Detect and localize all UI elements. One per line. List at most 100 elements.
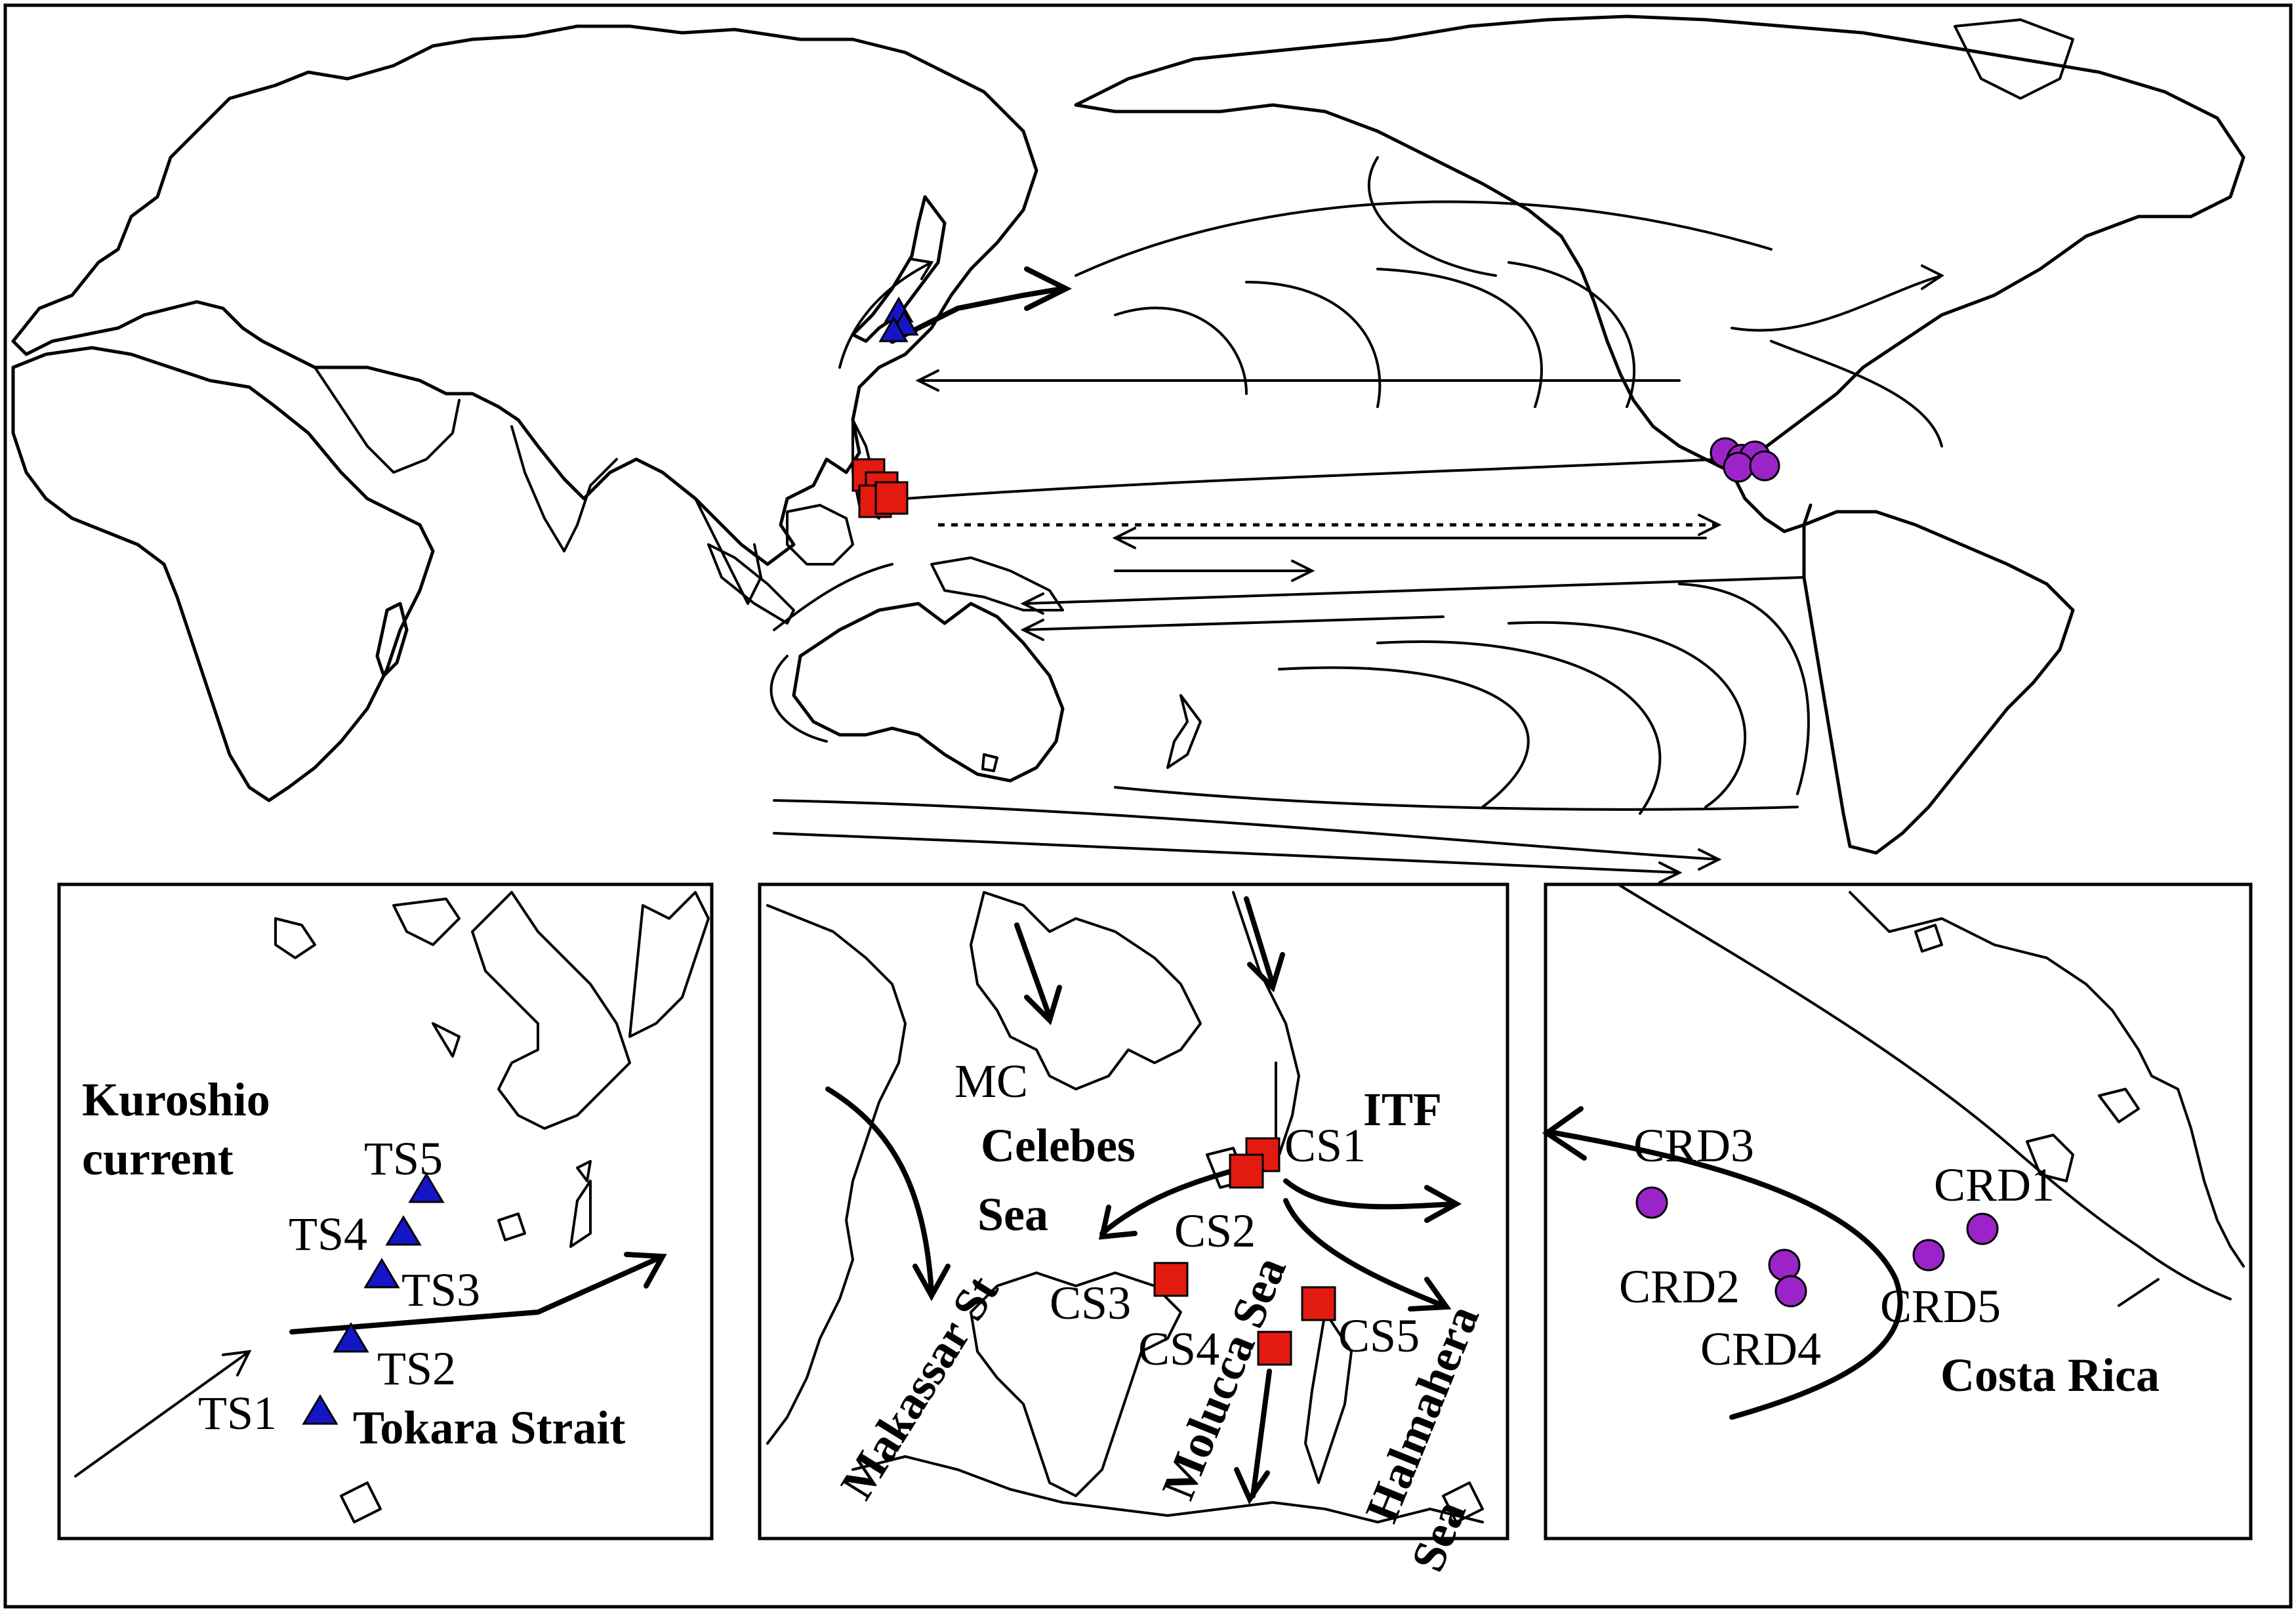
- inset-costa-rica-coast-pacific: [1619, 884, 2232, 1300]
- station-label-ts3: TS3: [401, 1264, 480, 1316]
- current-east-asia-north: [838, 261, 933, 369]
- station-label-ts2: TS2: [377, 1342, 456, 1395]
- current-south-pacific-gyre-2: [1376, 640, 1662, 815]
- inset-kuroshio-coast-3: [392, 898, 461, 946]
- inset-celebes-arrow-makassar: [825, 1086, 934, 1295]
- inset-celebes-label-celebes-line2: Sea: [977, 1188, 1048, 1241]
- landmass-japan: [851, 195, 947, 343]
- inset-celebes-coast-philippines-east: [1232, 891, 1300, 1169]
- current-equatorial-counter-arrowhead: [1698, 514, 1722, 536]
- current-atlantic-loop: [1770, 340, 1943, 447]
- station-marker-ts3: [363, 1258, 400, 1289]
- world-map-station-markers: [851, 296, 1780, 518]
- landmass-south-america: [1802, 510, 2075, 855]
- station-marker-cs2: [1229, 1153, 1264, 1189]
- inset-kuroshio-strait-label: Tokara Strait: [353, 1401, 625, 1454]
- landmass-australia: [792, 602, 1065, 783]
- inset-celebes-label-itf: ITF: [1363, 1083, 1442, 1136]
- inset-celebes-coast-sulawesi: [970, 1271, 1182, 1497]
- inset-celebes-arrow-itf-east-head: [1424, 1185, 1462, 1223]
- current-east-asia-north-arrowhead: [911, 258, 934, 280]
- landmass-greenland: [1954, 18, 2074, 100]
- inset-costa-rica-dome-arrowhead: [1542, 1106, 1587, 1161]
- inset-celebes-arrow-celebes-sea-head: [1098, 1205, 1138, 1240]
- inset-kuroshio-coast-1: [471, 891, 631, 1130]
- station-marker-ts1: [302, 1394, 338, 1425]
- inset-celebes-arrow-itf-east: [1283, 1178, 1459, 1210]
- inset-celebes-coast-borneo: [766, 904, 907, 1445]
- station-label-crd3: CRD3: [1633, 1119, 1754, 1172]
- landmass-north-america: [1074, 14, 2245, 474]
- inset-kuroshio-outflow-arrow: [289, 1254, 665, 1334]
- inset-celebes-arrow-molucca-head: [1234, 1467, 1270, 1505]
- inset-kuroshio-coast-5: [432, 1022, 461, 1058]
- landmass-tasmania: [981, 753, 998, 772]
- world-marker-costa-rica: [1749, 450, 1780, 482]
- ocean-currents: [769, 156, 1944, 884]
- current-kuroshio-extension: [890, 286, 1065, 344]
- inset-celebes-arrow-makassar-head: [912, 1264, 951, 1302]
- station-marker-cs5: [1301, 1286, 1336, 1321]
- current-south-equatorial-1-arrowhead: [1112, 527, 1136, 549]
- inset-celebes-label-mc: MC: [954, 1055, 1028, 1107]
- inset-kuroshio-inflow-arrow: [74, 1350, 251, 1478]
- current-north-equatorial-arrowhead: [915, 369, 939, 392]
- inset-kuroshio-island-4: [340, 1481, 382, 1523]
- world-marker-costa-rica: [1723, 451, 1754, 483]
- inset-celebes: MC ITF CS1 Celebes Sea CS2 CS3 CS4 CS5 M…: [758, 882, 1509, 1579]
- current-south-equatorial-4: [1022, 615, 1445, 631]
- station-label-ts5: TS5: [364, 1132, 443, 1185]
- current-south-pacific-gyre-1: [1278, 666, 1530, 808]
- inset-celebes-coast-halmahera: [1304, 1311, 1353, 1484]
- station-marker-crd2: [1768, 1249, 1801, 1281]
- current-north-pacific-gyre-2: [1114, 306, 1248, 395]
- landmass-borneo: [786, 504, 854, 566]
- current-south-pacific-gyre-4: [1678, 583, 1810, 795]
- station-label-ts1: TS1: [198, 1387, 277, 1439]
- station-marker-crd3: [1635, 1186, 1668, 1219]
- current-kuroshio-extension-arrowhead: [1024, 266, 1072, 311]
- coast-indochina: [694, 497, 762, 605]
- world-marker-kuroshio: [878, 316, 909, 342]
- current-gulf-stream-arrowhead: [1921, 264, 1944, 290]
- current-north-pacific-1: [1075, 200, 1773, 277]
- inset-costa-rica-dome-current: [1546, 1129, 1903, 1420]
- inset-kuroshio: Kuroshio current TS5 TS4 TS3 TS2 TS1 Tok…: [57, 882, 714, 1540]
- current-antarctic-circumpolar-2: [773, 832, 1681, 874]
- current-north-pacific-gyre-1: [1368, 156, 1497, 277]
- inset-celebes-arrow-north-head: [1247, 952, 1285, 993]
- station-marker-cs4: [1257, 1331, 1292, 1366]
- current-north-pacific-gyre-4: [1376, 268, 1543, 408]
- current-gulf-stream: [1731, 274, 1943, 332]
- inset-kuroshio-region-label-line2: current: [82, 1132, 234, 1185]
- current-equatorial-north: [904, 458, 1720, 500]
- station-marker-crd1: [1966, 1212, 1999, 1245]
- landmass-africa: [11, 346, 435, 802]
- landmass-newguinea: [930, 556, 1064, 611]
- inset-kuroshio-inflow-arrowhead: [222, 1350, 252, 1376]
- landmass-central-america: [1730, 470, 1813, 533]
- world-marker-celebes: [874, 481, 909, 515]
- inset-celebes-coast-island-2: [1442, 1481, 1484, 1523]
- station-marker-ts2: [333, 1322, 369, 1353]
- current-antarctic-circumpolar-2-arrowhead: [1658, 861, 1683, 884]
- station-label-cs2: CS2: [1174, 1205, 1256, 1257]
- inset-celebes-arrow-halmahera: [1283, 1198, 1446, 1308]
- inset-costa-rica-region-label: Costa Rica: [1940, 1349, 2160, 1401]
- current-antarctic-circumpolar-1-arrowhead: [1698, 848, 1722, 871]
- current-indian-ocean-2: [769, 655, 828, 743]
- current-south-equatorial-3: [1022, 576, 1805, 605]
- inset-costa-rica-border: [2118, 1278, 2160, 1307]
- landmass-madagascar: [375, 602, 409, 678]
- inset-celebes-arrow-molucca: [1250, 1369, 1272, 1498]
- inset-celebes-arrow-north: [1244, 896, 1275, 987]
- inset-kuroshio-coast-2: [628, 891, 710, 1038]
- inset-kuroshio-frame: [57, 882, 714, 1540]
- station-label-cs3: CS3: [1050, 1277, 1131, 1329]
- inset-costa-rica-coast-islands: [1914, 924, 1943, 953]
- inset-costa-rica-coast-lake: [2098, 1088, 2140, 1123]
- inset-costa-rica: CRD3 CRD1 CRD2 CRD5 CRD4 Costa Rica: [1542, 882, 2253, 1540]
- current-indian-ocean-1: [773, 563, 893, 631]
- station-label-crd4: CRD4: [1700, 1323, 1821, 1375]
